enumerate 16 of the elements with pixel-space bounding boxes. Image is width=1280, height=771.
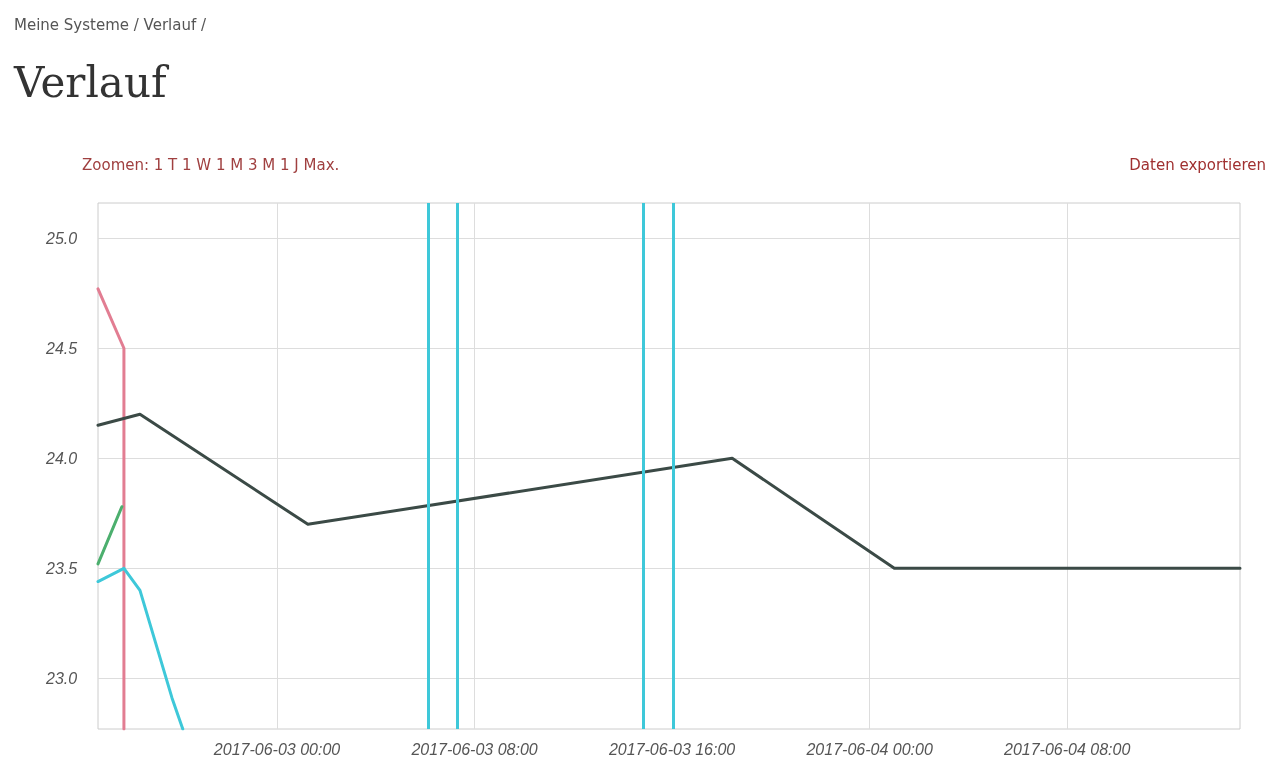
x-tick-label: 2017-06-03 16:00 xyxy=(607,740,736,758)
x-tick-label: 2017-06-04 00:00 xyxy=(805,740,933,758)
chart-title: Verlauf xyxy=(14,58,167,107)
text: Daten exportieren xyxy=(1129,156,1266,174)
y-tick-label: 24.0 xyxy=(45,449,78,467)
text: Zoomen: 1 T 1 W 1 M 3 M 1 J Max. xyxy=(82,156,340,174)
x-tick-label: 2017-06-03 08:00 xyxy=(410,740,538,758)
y-tick-label: 23.0 xyxy=(45,669,78,687)
text: Meine Systeme / Verlauf / xyxy=(14,16,207,34)
y-tick-label: 24.5 xyxy=(45,339,78,357)
y-tick-label: 25.0 xyxy=(45,229,78,247)
x-tick-label: 2017-06-03 00:00 xyxy=(212,740,341,758)
x-tick-label: 2017-06-04 08:00 xyxy=(1002,740,1131,758)
y-tick-label: 23.5 xyxy=(45,559,78,577)
line-series xyxy=(96,412,1242,570)
line-series xyxy=(96,566,185,731)
